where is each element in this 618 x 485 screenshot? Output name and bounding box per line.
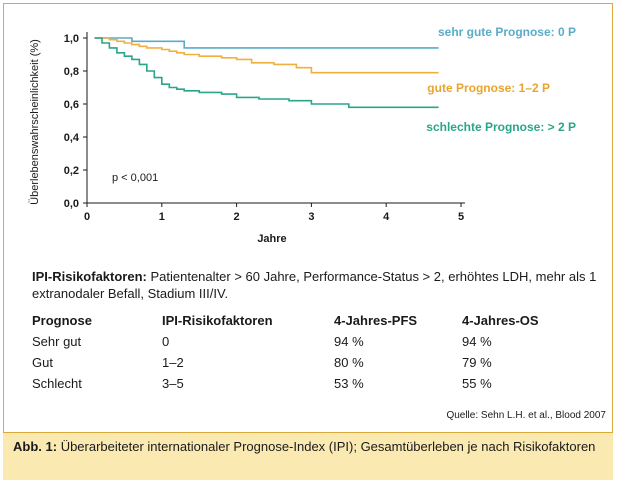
y-axis-label: Überlebenswahrscheinlichkeit (%) (29, 39, 41, 205)
y-tick-label: 0,8 (64, 66, 79, 78)
source-note: Quelle: Sehn L.H. et al., Blood 2007 (446, 410, 606, 421)
header-os: 4-Jahres-OS (462, 313, 539, 328)
table-row: Schlecht 3–5 53 % 55 % (32, 373, 592, 394)
table-cell: 0 (162, 334, 170, 349)
y-tick-label: 0,6 (64, 99, 79, 111)
y-tick-label: 1,0 (64, 33, 79, 45)
survival-chart: 0,0 0,2 0,4 0,6 0,8 1,0 0 1 2 3 4 5 Überlebenswahrs… (29, 25, 576, 245)
risk-factors-text: Patientenalter > 60 Jahre, Performance-S… (32, 269, 597, 301)
series-line-1 (94, 37, 439, 74)
risk-factors-heading: IPI-Risikofaktoren: (32, 269, 147, 284)
table-cell: 79 % (462, 355, 492, 370)
table-header-row: Prognose IPI-Risikofaktoren 4-Jahres-PFS… (32, 310, 592, 331)
header-pfs: 4-Jahres-PFS (334, 313, 418, 328)
x-tick-label: 5 (458, 211, 464, 223)
table-cell: 3–5 (162, 376, 184, 391)
x-tick-label: 3 (308, 211, 314, 223)
table-cell: Schlecht (32, 376, 82, 391)
figure-frame (3, 3, 613, 480)
table-cell: Sehr gut (32, 334, 82, 349)
ipi-risk-factors: IPI-Risikofaktoren: Patientenalter > 60 … (32, 268, 602, 302)
header-prognose: Prognose (32, 313, 92, 328)
series-line-0 (94, 37, 439, 49)
series-label-poor: schlechte Prognose: > 2 P (426, 120, 576, 134)
chart-axes: 0,0 0,2 0,4 0,6 0,8 1,0 0 1 2 3 4 5 (64, 32, 465, 223)
y-tick-label: 0,0 (64, 198, 79, 210)
caption-label: Abb. 1: (13, 439, 58, 454)
y-tick-label: 0,4 (64, 132, 80, 144)
series-line-2 (94, 37, 439, 109)
x-tick-label: 4 (383, 211, 390, 223)
table-cell: 94 % (462, 334, 492, 349)
x-tick-label: 1 (159, 211, 165, 223)
table-cell: 94 % (334, 334, 364, 349)
table-row: Gut 1–2 80 % 79 % (32, 352, 592, 373)
table-cell: 80 % (334, 355, 364, 370)
header-risk-factors: IPI-Risikofaktoren (162, 313, 273, 328)
caption-text: Überarbeiteter internationaler Prognose-… (60, 439, 596, 454)
figure-caption: Abb. 1: Überarbeiteter internationaler P… (3, 432, 613, 480)
table-cell: 1–2 (162, 355, 184, 370)
p-value-annotation: p < 0,001 (112, 172, 158, 184)
chart-series (94, 37, 439, 109)
table-cell: 53 % (334, 376, 364, 391)
series-label-very-good: sehr gute Prognose: 0 P (438, 25, 576, 39)
table-row: Sehr gut 0 94 % 94 % (32, 331, 592, 352)
x-tick-label: 2 (234, 211, 240, 223)
x-axis-label: Jahre (257, 233, 286, 245)
series-label-good: gute Prognose: 1–2 P (427, 81, 550, 95)
y-tick-label: 0,2 (64, 165, 79, 177)
table-cell: Gut (32, 355, 53, 370)
x-tick-label: 0 (84, 211, 90, 223)
prognosis-table: Prognose IPI-Risikofaktoren 4-Jahres-PFS… (32, 310, 592, 394)
table-cell: 55 % (462, 376, 492, 391)
